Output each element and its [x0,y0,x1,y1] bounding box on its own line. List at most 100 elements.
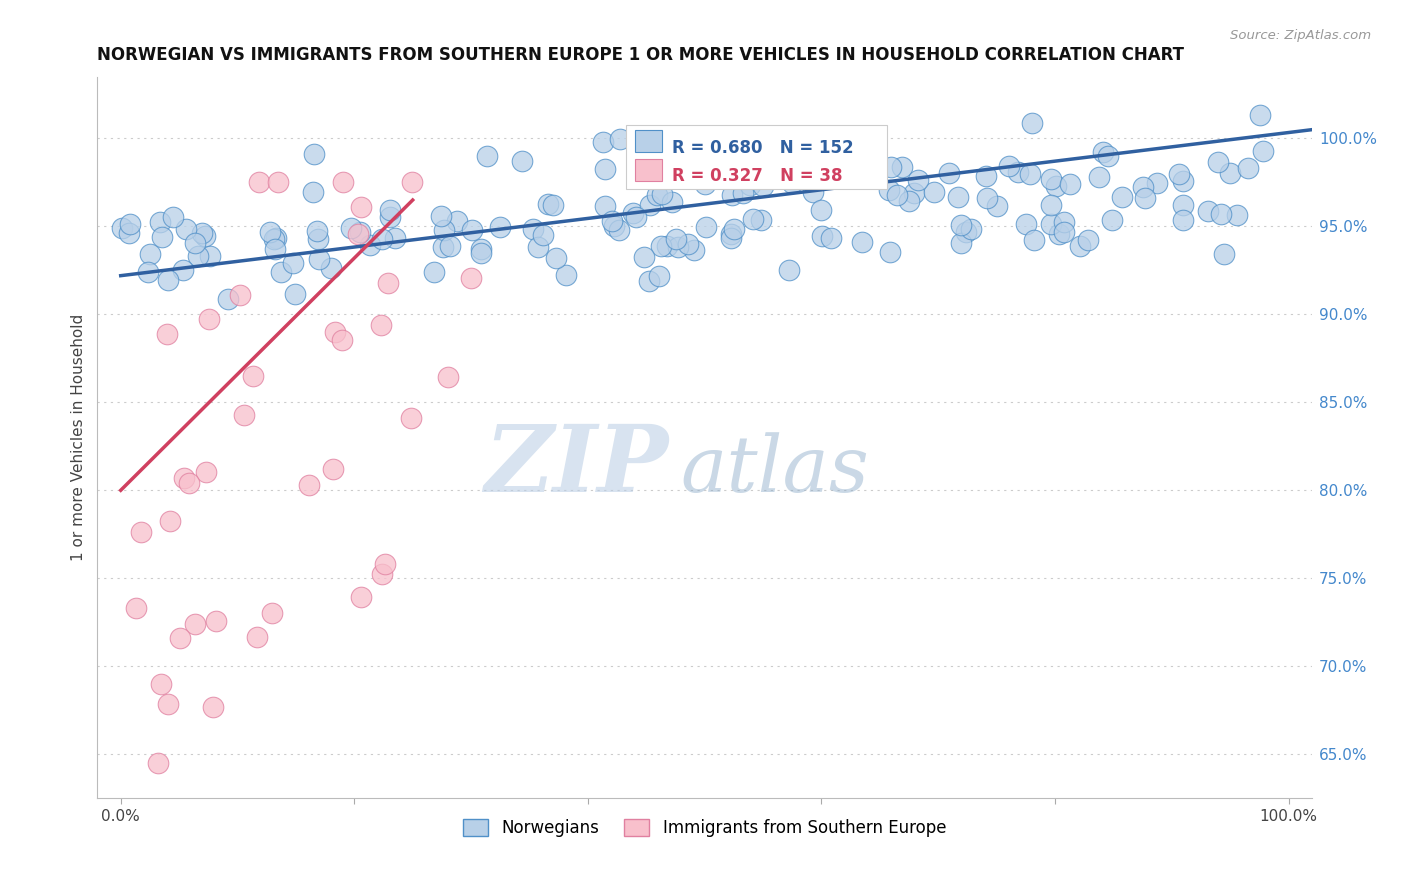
Point [721,187,744,202]
Point [321,260,343,275]
Point [738,178,761,192]
Point [526,240,548,254]
Point [346,227,368,241]
Point [460,223,482,237]
Point [960,222,983,236]
Point [174,222,197,236]
Point [621,206,644,220]
Point [949,236,972,251]
Point [998,159,1021,173]
Point [544,251,567,265]
Point [1059,177,1081,191]
Point [609,131,631,145]
Point [190,226,212,240]
Point [879,244,901,259]
Point [264,231,287,245]
Point [460,271,482,285]
Point [340,221,363,235]
Point [322,462,344,476]
Point [247,176,270,190]
Point [187,249,209,263]
Point [600,214,623,228]
Point [638,198,661,212]
Point [522,222,544,236]
Point [1007,164,1029,178]
Text: R = 0.680   N = 152: R = 0.680 N = 152 [672,139,853,157]
Point [1251,144,1274,158]
Point [298,478,321,492]
Point [439,238,461,252]
Point [433,223,456,237]
Point [1197,204,1219,219]
Point [349,225,371,239]
Point [349,590,371,604]
Point [302,185,325,199]
Point [1021,116,1043,130]
Point [1236,161,1258,175]
Point [136,265,159,279]
Point [1209,207,1232,221]
Point [976,191,998,205]
Point [1219,166,1241,180]
Point [125,601,148,615]
Point [242,368,264,383]
Point [377,276,399,290]
Point [139,247,162,261]
Point [1111,190,1133,204]
Point [378,210,401,224]
Point [655,239,678,253]
Point [723,222,745,236]
Point [267,176,290,190]
Point [683,243,706,257]
Point [1206,154,1229,169]
Point [879,160,901,174]
Point [1088,169,1111,184]
Point [1040,198,1063,212]
Point [281,256,304,270]
Point [645,188,668,202]
Point [1133,191,1156,205]
Point [270,265,292,279]
Point [1077,233,1099,247]
Point [399,410,422,425]
Point [172,263,194,277]
Point [938,166,960,180]
FancyBboxPatch shape [636,160,662,181]
Point [510,153,533,168]
Point [531,227,554,242]
Point [779,262,801,277]
Point [111,221,134,235]
Point [676,237,699,252]
Point [595,162,617,177]
Point [371,567,394,582]
Point [157,273,180,287]
Point [1045,179,1067,194]
Point [1171,174,1194,188]
Point [955,225,977,239]
Point [974,169,997,183]
Point [647,269,669,284]
Point [1168,167,1191,181]
Point [801,185,824,199]
Point [665,232,688,246]
Point [693,177,716,191]
Point [156,697,179,711]
Point [323,325,346,339]
Point [1092,145,1115,160]
Point [607,223,630,237]
Point [432,239,454,253]
Point [922,185,945,199]
Point [470,245,492,260]
Point [378,203,401,218]
Point [626,211,648,225]
Point [330,334,353,348]
Point [120,217,142,231]
Point [159,514,181,528]
Point [198,249,221,263]
Point [661,194,683,209]
Point [169,631,191,645]
Point [205,615,228,629]
FancyBboxPatch shape [626,125,887,189]
Point [1171,198,1194,212]
Point [477,149,499,163]
